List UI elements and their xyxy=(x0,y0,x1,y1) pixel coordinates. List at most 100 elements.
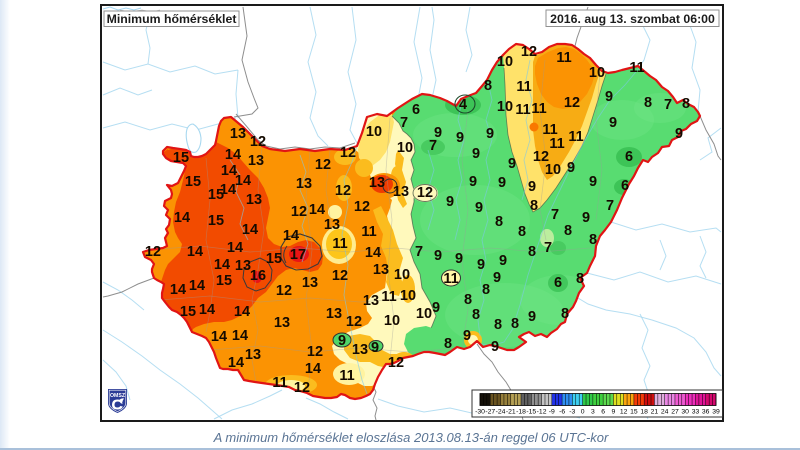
svg-text:12: 12 xyxy=(294,380,310,396)
svg-text:9: 9 xyxy=(455,251,463,267)
svg-text:6: 6 xyxy=(625,149,633,165)
svg-text:6: 6 xyxy=(412,102,420,118)
svg-text:13: 13 xyxy=(369,175,385,191)
svg-text:10: 10 xyxy=(400,288,416,304)
svg-text:9: 9 xyxy=(475,200,483,216)
svg-text:8: 8 xyxy=(511,316,519,332)
svg-text:2016. aug 13. szombat 06:00: 2016. aug 13. szombat 06:00 xyxy=(550,12,715,26)
svg-text:11: 11 xyxy=(339,368,354,384)
svg-text:21: 21 xyxy=(651,409,659,416)
svg-text:0: 0 xyxy=(581,409,585,416)
svg-text:9: 9 xyxy=(589,174,597,190)
svg-text:9: 9 xyxy=(528,309,536,325)
svg-text:12: 12 xyxy=(564,95,580,111)
svg-text:9: 9 xyxy=(612,409,616,416)
svg-text:15: 15 xyxy=(173,150,189,166)
svg-text:-12: -12 xyxy=(537,409,547,416)
svg-text:Minimum hőmérséklet: Minimum hőmérséklet xyxy=(107,12,237,26)
svg-text:9: 9 xyxy=(491,339,499,355)
svg-text:8: 8 xyxy=(464,292,472,308)
svg-text:-27: -27 xyxy=(485,409,495,416)
svg-text:14: 14 xyxy=(174,210,190,226)
svg-text:11: 11 xyxy=(381,289,396,305)
svg-text:14: 14 xyxy=(211,329,227,345)
svg-text:11: 11 xyxy=(542,122,557,138)
svg-text:9: 9 xyxy=(499,253,507,269)
svg-text:13: 13 xyxy=(230,126,246,142)
svg-text:9: 9 xyxy=(605,89,613,105)
svg-text:17: 17 xyxy=(290,247,306,263)
svg-text:12: 12 xyxy=(340,145,356,161)
svg-text:7: 7 xyxy=(415,244,423,260)
svg-text:-6: -6 xyxy=(559,409,565,416)
svg-text:13: 13 xyxy=(248,153,264,169)
svg-text:9: 9 xyxy=(432,300,440,316)
svg-text:9: 9 xyxy=(486,126,494,142)
svg-text:13: 13 xyxy=(245,347,261,363)
svg-text:39: 39 xyxy=(712,409,720,416)
svg-text:14: 14 xyxy=(234,304,250,320)
svg-text:14: 14 xyxy=(305,361,321,377)
svg-text:11: 11 xyxy=(332,236,347,252)
svg-text:11: 11 xyxy=(556,50,571,66)
svg-text:12: 12 xyxy=(620,409,628,416)
svg-text:8: 8 xyxy=(495,214,503,230)
svg-text:10: 10 xyxy=(397,140,413,156)
svg-text:11: 11 xyxy=(549,136,564,152)
svg-text:6: 6 xyxy=(554,275,562,291)
svg-text:12: 12 xyxy=(145,244,161,260)
svg-text:9: 9 xyxy=(675,126,683,142)
svg-text:10: 10 xyxy=(384,313,400,329)
svg-text:9: 9 xyxy=(477,257,485,273)
svg-text:8: 8 xyxy=(561,306,569,322)
svg-text:12: 12 xyxy=(291,204,307,220)
svg-text:14: 14 xyxy=(199,302,215,318)
svg-text:12: 12 xyxy=(315,157,331,173)
svg-text:7: 7 xyxy=(400,115,408,131)
svg-text:9: 9 xyxy=(493,270,501,286)
svg-text:13: 13 xyxy=(363,293,379,309)
svg-text:13: 13 xyxy=(296,176,312,192)
svg-text:10: 10 xyxy=(366,124,382,140)
svg-text:10: 10 xyxy=(545,162,561,178)
svg-text:14: 14 xyxy=(232,328,248,344)
svg-text:24: 24 xyxy=(661,409,669,416)
svg-text:9: 9 xyxy=(371,340,379,356)
svg-text:7: 7 xyxy=(664,97,672,113)
svg-text:12: 12 xyxy=(276,283,292,299)
svg-text:15: 15 xyxy=(208,187,224,203)
svg-text:14: 14 xyxy=(214,257,230,273)
svg-text:12: 12 xyxy=(346,314,362,330)
svg-text:10: 10 xyxy=(589,65,605,81)
svg-text:7: 7 xyxy=(544,240,552,256)
svg-text:9: 9 xyxy=(567,160,575,176)
svg-text:8: 8 xyxy=(564,223,572,239)
svg-text:8: 8 xyxy=(484,78,492,94)
svg-text:12: 12 xyxy=(335,183,351,199)
svg-text:9: 9 xyxy=(463,328,471,344)
svg-text:30: 30 xyxy=(681,409,689,416)
svg-text:11: 11 xyxy=(629,60,644,76)
svg-text:13: 13 xyxy=(393,184,409,200)
svg-text:7: 7 xyxy=(429,138,437,154)
svg-text:8: 8 xyxy=(518,224,526,240)
svg-text:8: 8 xyxy=(530,198,538,214)
svg-text:14: 14 xyxy=(365,245,381,261)
svg-text:14: 14 xyxy=(225,147,241,163)
svg-text:-21: -21 xyxy=(506,409,516,416)
svg-text:8: 8 xyxy=(644,95,652,111)
svg-text:12: 12 xyxy=(250,134,266,150)
svg-text:9: 9 xyxy=(472,146,480,162)
svg-text:8: 8 xyxy=(494,317,502,333)
svg-text:7: 7 xyxy=(551,207,559,223)
svg-text:15: 15 xyxy=(630,409,638,416)
svg-text:12: 12 xyxy=(332,268,348,284)
svg-text:9: 9 xyxy=(469,174,477,190)
svg-text:8: 8 xyxy=(589,232,597,248)
svg-text:12: 12 xyxy=(521,44,537,60)
svg-text:7: 7 xyxy=(606,198,614,214)
svg-text:10: 10 xyxy=(497,54,513,70)
svg-text:13: 13 xyxy=(324,217,340,233)
svg-text:-30: -30 xyxy=(475,409,485,416)
svg-text:-9: -9 xyxy=(549,409,555,416)
